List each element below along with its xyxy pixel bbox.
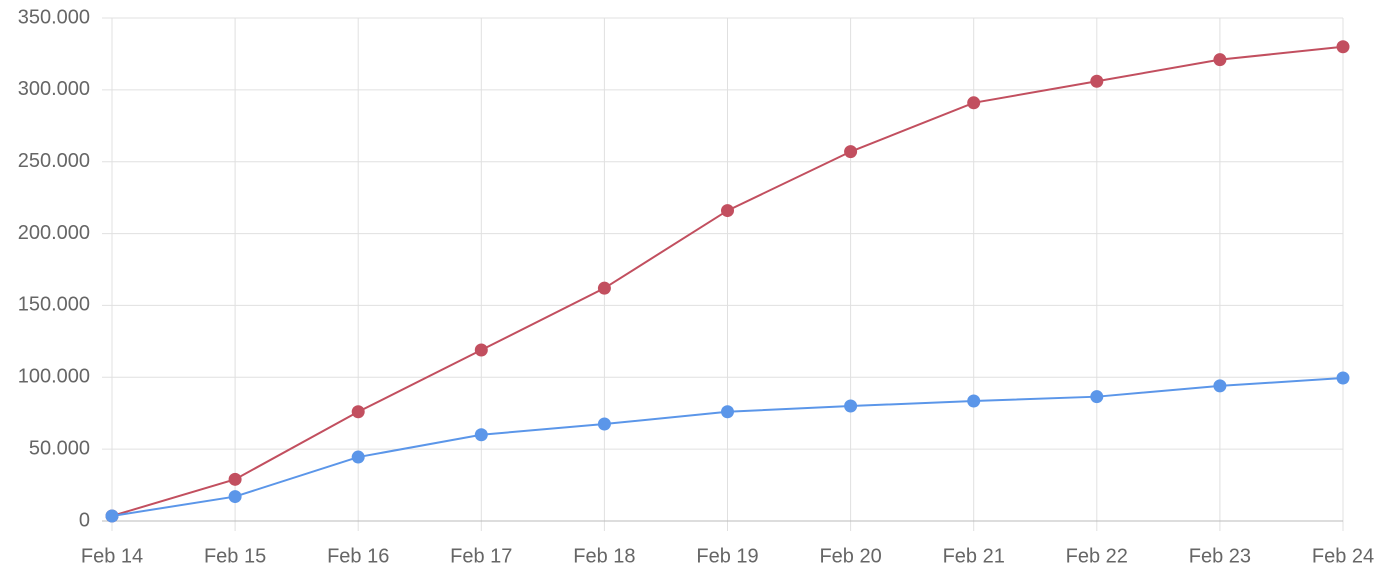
y-tick-label: 200.000	[18, 222, 90, 244]
point	[844, 145, 858, 159]
y-tick-label: 350.000	[18, 6, 90, 28]
point	[1090, 74, 1104, 88]
x-tick-label: Feb 17	[450, 545, 512, 567]
x-tick-label: Feb 21	[943, 545, 1005, 567]
y-tick-label: 50.000	[29, 437, 90, 459]
point	[1213, 53, 1227, 67]
point	[967, 96, 981, 110]
y-tick-label: 0	[79, 509, 90, 531]
x-tick-label: Feb 19	[696, 545, 758, 567]
point	[1090, 390, 1104, 404]
point	[351, 405, 365, 419]
point	[474, 343, 488, 357]
point	[105, 509, 119, 523]
point	[351, 450, 365, 464]
x-tick-label: Feb 23	[1189, 545, 1251, 567]
point	[228, 472, 242, 486]
x-tick-label: Feb 14	[81, 545, 143, 567]
point	[597, 281, 611, 295]
point	[844, 399, 858, 413]
x-tick-label: Feb 18	[573, 545, 635, 567]
x-tick-label: Feb 22	[1066, 545, 1128, 567]
point	[597, 417, 611, 431]
point	[228, 490, 242, 504]
x-tick-label: Feb 20	[819, 545, 881, 567]
point	[1213, 379, 1227, 393]
x-tick-label: Feb 24	[1312, 545, 1374, 567]
point	[967, 394, 981, 408]
y-tick-label: 300.000	[18, 78, 90, 100]
y-tick-label: 100.000	[18, 366, 90, 388]
x-tick-label: Feb 16	[327, 545, 389, 567]
y-tick-label: 150.000	[18, 294, 90, 316]
point	[1336, 371, 1350, 385]
point	[1336, 40, 1350, 54]
point	[721, 204, 734, 218]
x-tick-label: Feb 15	[204, 545, 266, 567]
point	[721, 405, 734, 419]
point	[474, 428, 488, 442]
y-tick-label: 250.000	[18, 150, 90, 172]
